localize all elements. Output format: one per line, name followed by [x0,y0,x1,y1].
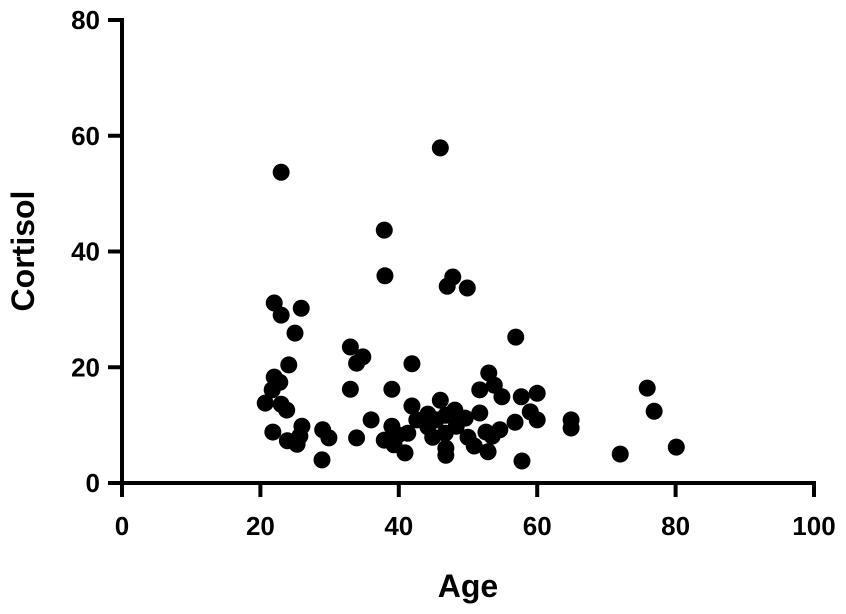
point [513,452,531,470]
point [272,163,290,181]
point [403,397,421,415]
x-tick-label: 60 [523,511,552,541]
point [313,451,331,469]
point [256,394,274,412]
point [376,267,394,285]
point [667,438,685,456]
point [278,401,296,419]
point [465,437,483,455]
point [471,404,489,422]
point [479,443,497,461]
point [471,381,489,399]
point [483,427,501,445]
point [341,380,359,398]
point [341,338,359,356]
point [424,428,442,446]
point [431,391,449,409]
point [348,429,366,447]
point [512,388,530,406]
point [383,380,401,398]
x-axis-label: Age [438,568,498,604]
point [507,328,525,346]
point [375,221,393,239]
point [362,411,380,429]
point [263,381,281,399]
point [458,279,476,297]
point [403,355,421,373]
y-tick-label: 0 [86,468,100,498]
point [431,139,449,157]
y-tick-label: 80 [71,5,100,35]
point [348,354,366,372]
x-tick-label: 20 [246,511,275,541]
point [645,402,663,420]
y-tick-label: 40 [71,237,100,267]
x-tick-label: 0 [115,511,129,541]
point [286,324,304,342]
point [396,444,414,462]
point [437,446,455,464]
point [320,429,338,447]
point [611,445,629,463]
point [272,306,290,324]
point [493,388,511,406]
x-tick-label: 80 [661,511,690,541]
point [528,411,546,429]
point [264,423,282,441]
y-tick-label: 20 [71,352,100,382]
point [562,419,580,437]
x-tick-label: 40 [384,511,413,541]
y-tick-label: 60 [71,121,100,151]
point [288,435,306,453]
x-tick-label: 100 [792,511,835,541]
y-axis-label: Cortisol [5,191,41,312]
point [506,413,524,431]
point [280,356,298,374]
point [638,379,656,397]
point [438,277,456,295]
point [528,384,546,402]
point [292,299,310,317]
